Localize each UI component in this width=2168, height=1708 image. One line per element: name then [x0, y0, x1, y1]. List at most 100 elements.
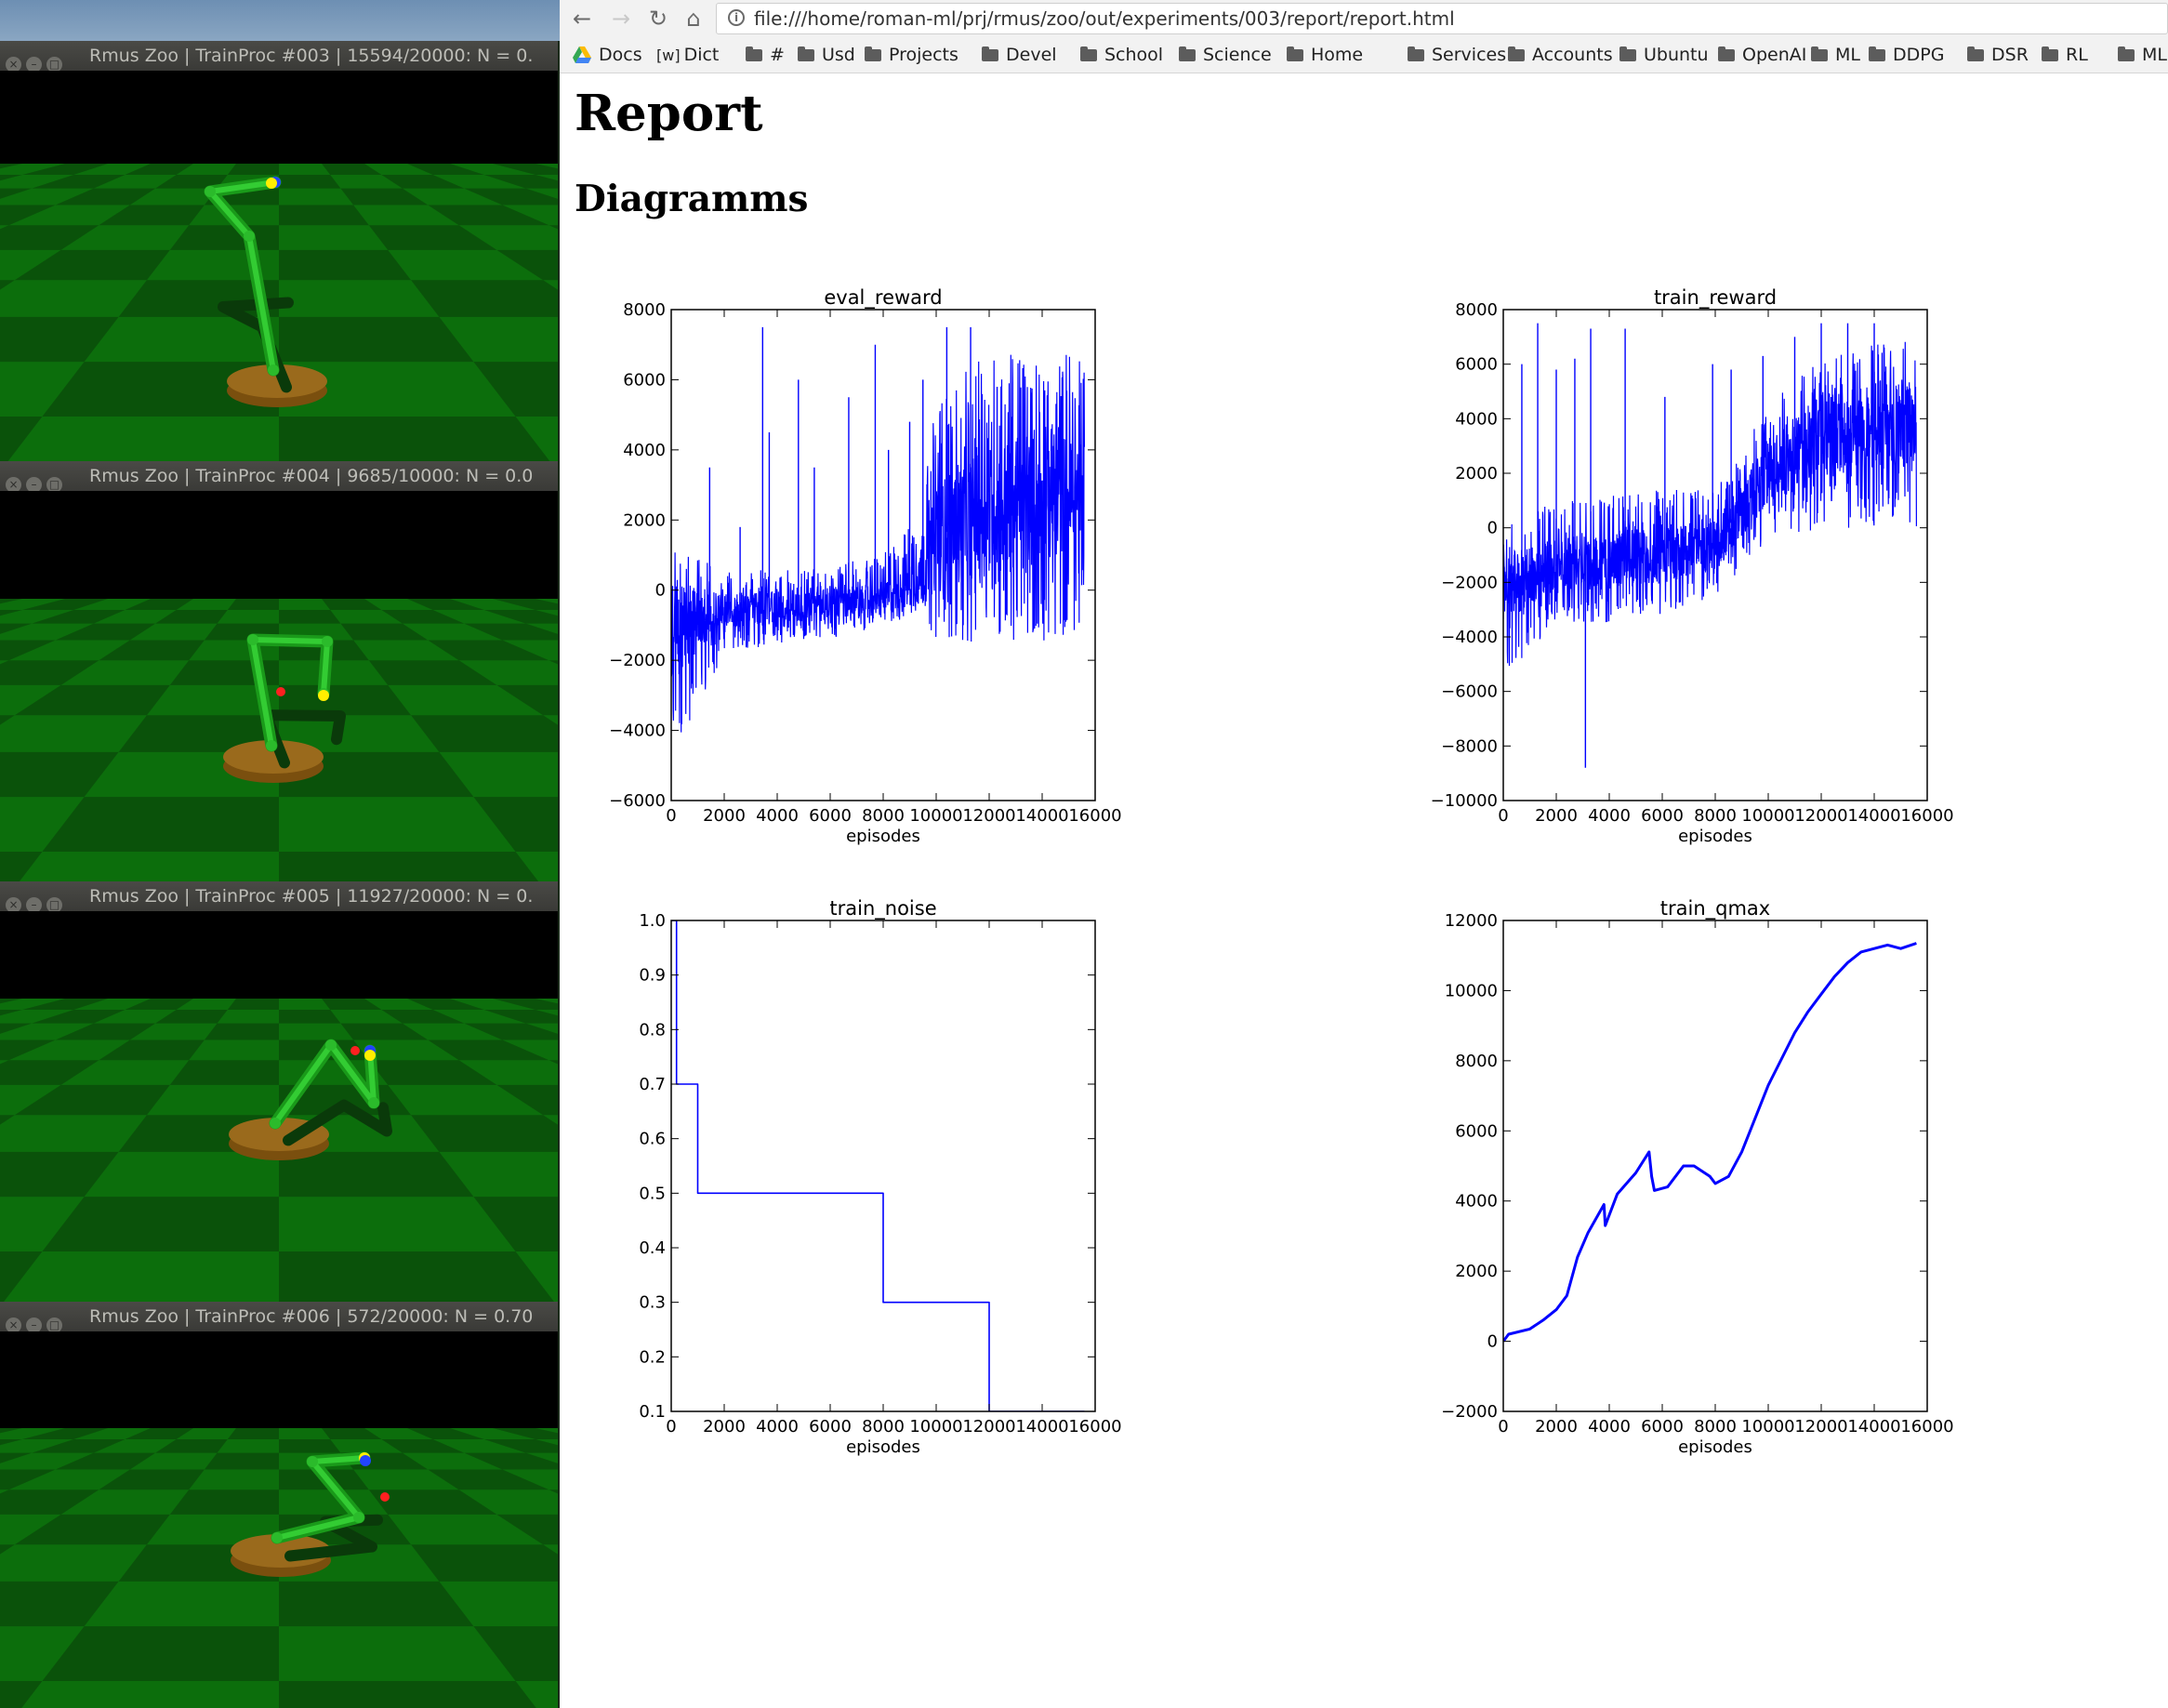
bookmark-devel[interactable]: Devel — [982, 37, 1057, 73]
bookmark-label: RL — [2066, 45, 2088, 65]
folder-icon — [1811, 46, 1828, 61]
folder-icon — [1179, 46, 1196, 61]
bookmark-ml-2[interactable]: ML — [2118, 37, 2167, 73]
y-tick-label: 0.5 — [639, 1184, 666, 1203]
bookmark-hash[interactable]: # — [746, 37, 785, 73]
x-tick-label: 12000 — [1794, 1417, 1847, 1437]
x-tick-label: 8000 — [1694, 806, 1737, 826]
series-line — [671, 920, 1085, 1411]
bookmark-dict[interactable]: [w] Dict — [656, 37, 719, 73]
close-icon[interactable]: × — [6, 57, 21, 71]
minimize-icon[interactable]: – — [26, 1317, 42, 1331]
x-tick-label: 4000 — [756, 806, 799, 826]
chart-title: train_qmax — [1660, 898, 1770, 920]
y-tick-label: 6000 — [1455, 355, 1498, 375]
bookmark-openai[interactable]: OpenAI — [1718, 37, 1806, 73]
x-tick-label: 2000 — [1535, 806, 1578, 826]
bookmark-label: Services — [1432, 45, 1507, 65]
robot-arm-scene — [0, 911, 558, 1302]
x-tick-label: 8000 — [1694, 1417, 1737, 1437]
maximize-icon[interactable]: □ — [46, 57, 62, 71]
y-tick-label: 4000 — [1455, 1192, 1498, 1211]
sim-window-006[interactable]: × – □ Rmus Zoo | TrainProc #006 | 572/20000… — [0, 1302, 558, 1708]
y-tick-label: 0.2 — [639, 1347, 666, 1367]
robot-arm-scene — [0, 71, 558, 461]
bookmark-ubuntu[interactable]: Ubuntu — [1619, 37, 1709, 73]
folder-icon — [2118, 46, 2135, 61]
sim-window-title: Rmus Zoo | TrainProc #003 | 15594/20000:… — [89, 46, 534, 66]
x-tick-label: 6000 — [1641, 806, 1684, 826]
y-tick-label: 0 — [1487, 1332, 1498, 1352]
series-line — [1503, 942, 1917, 1343]
page-title: Report — [575, 85, 763, 142]
bookmark-dsr[interactable]: DSR — [1967, 37, 2029, 73]
plot-frame — [1502, 920, 1928, 1412]
bookmark-label: ML — [1835, 45, 1860, 65]
x-tick-label: 2000 — [703, 1417, 746, 1437]
y-tick-label: −6000 — [1441, 682, 1498, 702]
bookmark-label: Devel — [1006, 45, 1057, 65]
bookmark-label: Usd — [822, 45, 855, 65]
reload-icon[interactable]: ↻ — [648, 6, 668, 32]
bookmark-home[interactable]: Home — [1287, 37, 1363, 73]
sim-window-titlebar[interactable]: × – □ Rmus Zoo | TrainProc #003 | 15594/200… — [0, 41, 558, 71]
bookmark-accounts[interactable]: Accounts — [1508, 37, 1613, 73]
x-tick-label: 14000 — [1847, 806, 1900, 826]
bookmark-label: DDPG — [1893, 45, 1945, 65]
minimize-icon[interactable]: – — [26, 477, 42, 491]
y-tick-label: 2000 — [623, 510, 666, 530]
info-icon[interactable]: i — [728, 9, 745, 26]
bookmark-label: Projects — [889, 45, 958, 65]
x-tick-label: 10000 — [909, 1417, 962, 1437]
folder-icon — [1080, 46, 1097, 61]
bookmark-projects[interactable]: Projects — [865, 37, 958, 73]
minimize-icon[interactable]: – — [26, 57, 42, 71]
bookmark-rl[interactable]: RL — [2042, 37, 2088, 73]
bookmark-school[interactable]: School — [1080, 37, 1163, 73]
sim-viewport[interactable] — [0, 71, 558, 461]
bookmark-docs[interactable]: Docs — [573, 37, 642, 73]
bookmark-label: Dict — [683, 45, 720, 65]
home-icon[interactable]: ⌂ — [686, 6, 701, 32]
url-text[interactable]: file:///home/roman-ml/prj/rmus/zoo/out/e… — [754, 7, 1455, 30]
forward-icon[interactable]: → — [611, 6, 631, 32]
close-icon[interactable]: × — [6, 1317, 21, 1331]
close-icon[interactable]: × — [6, 477, 21, 491]
robot-arm-scene — [0, 491, 558, 881]
x-tick-label: 6000 — [809, 1417, 852, 1437]
x-tick-label: 0 — [1498, 806, 1508, 826]
bookmark-services[interactable]: Services — [1408, 37, 1506, 73]
minimize-icon[interactable]: – — [26, 897, 42, 911]
sim-viewport[interactable] — [0, 491, 558, 881]
bookmark-ml[interactable]: ML — [1811, 37, 1860, 73]
maximize-icon[interactable]: □ — [46, 477, 62, 491]
x-tick-label: 4000 — [1588, 1417, 1631, 1437]
folder-icon — [1718, 46, 1735, 61]
sim-window-titlebar[interactable]: × – □ Rmus Zoo | TrainProc #004 | 9685/1000… — [0, 461, 558, 491]
close-icon[interactable]: × — [6, 897, 21, 911]
sim-window-005[interactable]: × – □ Rmus Zoo | TrainProc #005 | 11927/200… — [0, 881, 558, 1302]
x-axis-label: episodes — [1678, 1437, 1752, 1457]
y-tick-label: 2000 — [1455, 464, 1498, 483]
back-icon[interactable]: ← — [572, 6, 592, 32]
y-tick-label: −4000 — [609, 722, 666, 741]
address-bar[interactable]: i file:///home/roman-ml/prj/rmus/zoo/out… — [716, 3, 2168, 34]
sim-window-004[interactable]: × – □ Rmus Zoo | TrainProc #004 | 9685/1000… — [0, 461, 558, 881]
series-line — [1503, 341, 1917, 667]
browser-toolbar: ← → ↻ ⌂ i file:///home/roman-ml/prj/rmus… — [560, 0, 2168, 37]
folder-icon — [1408, 46, 1424, 61]
bookmark-ddpg[interactable]: DDPG — [1869, 37, 1944, 73]
bookmark-science[interactable]: Science — [1179, 37, 1272, 73]
sim-viewport[interactable] — [0, 911, 558, 1302]
sim-window-titlebar[interactable]: × – □ Rmus Zoo | TrainProc #006 | 572/20000… — [0, 1302, 558, 1331]
sim-window-003[interactable]: × – □ Rmus Zoo | TrainProc #003 | 15594/200… — [0, 41, 558, 461]
maximize-icon[interactable]: □ — [46, 897, 62, 911]
y-tick-label: 4000 — [623, 441, 666, 460]
sim-viewport[interactable] — [0, 1331, 558, 1708]
bookmark-usd[interactable]: Usd — [798, 37, 855, 73]
maximize-icon[interactable]: □ — [46, 1317, 62, 1331]
desktop-background — [0, 0, 560, 41]
sim-window-titlebar[interactable]: × – □ Rmus Zoo | TrainProc #005 | 11927/200… — [0, 881, 558, 911]
chart-title: train_reward — [1654, 287, 1777, 310]
folder-icon — [1967, 46, 1984, 61]
